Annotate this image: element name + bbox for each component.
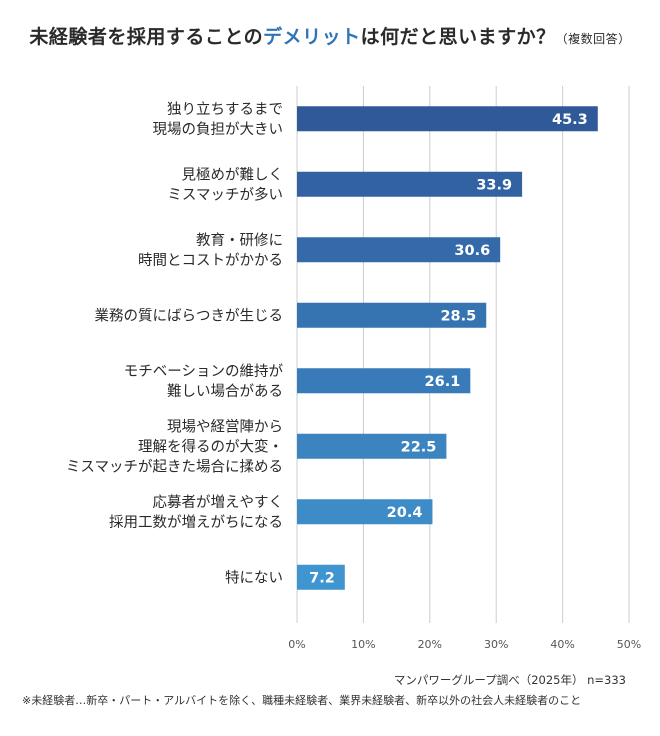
bar: [297, 171, 523, 197]
category-labels: 独り立ちするまで現場の負担が大きい見極めが難しくミスマッチが多い教育・研修に時間…: [66, 101, 284, 587]
bar: [297, 433, 447, 459]
grid-lines: [296, 86, 630, 623]
footnote: ※未経験者…新卒・パート・アルバイトを除く、職種未経験者、業界未経験者、新卒以外…: [22, 694, 582, 707]
category-label-line: 採用工数が増えがちになる: [109, 514, 283, 531]
bar: [297, 564, 345, 590]
category-label-line: 応募者が増えやすく: [153, 494, 284, 511]
bar: [297, 499, 433, 525]
chart-title: 未経験者を採用することのデメリットは何だと思いますか？（複数回答）: [0, 22, 660, 49]
category-label: 現場や経営陣から理解を得るのが大変・ミスマッチが起きた場合に揉める: [66, 418, 283, 475]
category-label: モチベーションの維持が難しい場合がある: [124, 363, 284, 400]
category-label-line: 業務の質にばらつきが生じる: [95, 306, 284, 324]
source-note: マンパワーグループ調べ（2025年） n=333: [393, 673, 626, 687]
bar: [297, 237, 501, 263]
category-label: 独り立ちするまで現場の負担が大きい: [153, 101, 284, 138]
bar: [297, 302, 487, 328]
data-label: 22.5: [401, 439, 437, 455]
x-tick-label: 10%: [351, 638, 375, 651]
category-label-line: 現場や経営陣から: [167, 418, 283, 435]
x-tick-label: 40%: [550, 638, 574, 651]
category-label-line: モチベーションの維持が: [124, 363, 284, 380]
category-label-line: ミスマッチが多い: [167, 186, 283, 203]
title-suffix: は何だと思いますか？: [360, 26, 556, 48]
category-label: 教育・研修に時間とコストがかかる: [138, 232, 283, 269]
x-tick-label: 30%: [484, 638, 508, 651]
bar-chart: 独り立ちするまで現場の負担が大きい見極めが難しくミスマッチが多い教育・研修に時間…: [66, 86, 641, 651]
data-label: 20.4: [387, 505, 423, 521]
x-tick-label: 0%: [288, 638, 305, 651]
data-label: 30.6: [454, 243, 490, 259]
x-tick-label: 20%: [418, 638, 442, 651]
category-label-line: ミスマッチが起きた場合に揉める: [66, 458, 283, 475]
category-label-line: 見極めが難しく: [182, 166, 284, 183]
x-axis-ticks: 0% 10% 20% 30% 40% 50%: [288, 638, 641, 651]
data-label: 33.9: [476, 177, 512, 193]
category-label-line: 難しい場合がある: [167, 383, 283, 400]
category-label-line: 独り立ちするまで: [167, 101, 283, 118]
category-label-line: 特にない: [225, 569, 283, 586]
data-label: 7.2: [309, 570, 335, 586]
bars: [297, 106, 598, 590]
category-label-line: 時間とコストがかかる: [138, 252, 283, 269]
category-label-line: 現場の負担が大きい: [153, 121, 284, 138]
data-label: 28.5: [440, 308, 476, 324]
data-label: 45.3: [552, 112, 588, 128]
category-label-line: 教育・研修に: [196, 232, 283, 249]
title-highlight: デメリット: [263, 26, 361, 48]
category-label: 見極めが難しくミスマッチが多い: [167, 166, 283, 203]
bar: [297, 368, 471, 394]
x-tick-label: 50%: [617, 638, 641, 651]
value-labels: 45.3 33.9 30.6 28.5 26.1 22.5 20.4 7.2: [309, 112, 588, 587]
data-label: 26.1: [425, 374, 461, 390]
title-note: （複数回答）: [555, 32, 631, 46]
bar: [297, 106, 598, 132]
category-label: 応募者が増えやすく採用工数が増えがちになる: [109, 494, 283, 531]
category-label: 特にない: [225, 569, 283, 586]
category-label: 業務の質にばらつきが生じる: [95, 306, 284, 324]
title-prefix: 未経験者を採用することの: [29, 26, 264, 48]
category-label-line: 理解を得るのが大変・: [138, 438, 283, 455]
